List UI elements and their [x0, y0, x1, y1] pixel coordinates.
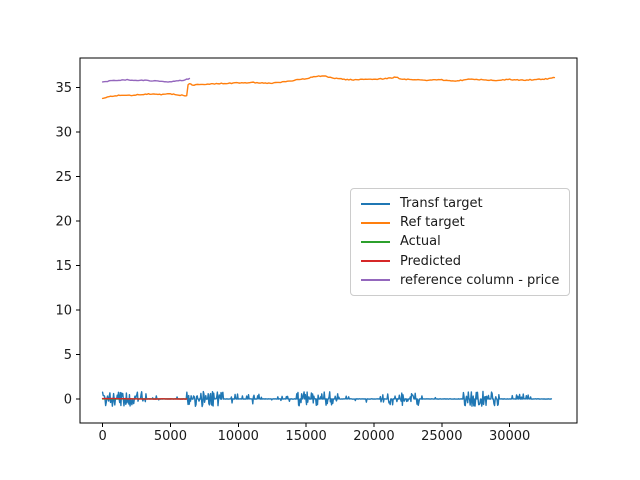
legend-label: reference column - price — [400, 272, 560, 288]
series-line-ref-target — [101, 75, 556, 100]
legend-line-sample — [361, 240, 390, 243]
legend-item-reference-column-price: reference column - price — [361, 273, 559, 288]
y-tick-label: 30 — [55, 125, 72, 140]
legend-item-predicted: Predicted — [361, 254, 559, 269]
legend-label: Transf target — [400, 196, 483, 212]
y-tick-label: 20 — [55, 214, 72, 229]
legend-line-sample — [361, 202, 390, 205]
legend-label: Ref target — [400, 215, 465, 231]
legend-line-sample — [361, 260, 390, 263]
y-tick-label: 5 — [64, 348, 72, 363]
x-tick-label: 20000 — [353, 429, 394, 444]
x-tick-label: 25000 — [421, 429, 462, 444]
x-tick-label: 5000 — [154, 429, 187, 444]
legend-item-actual: Actual — [361, 234, 559, 249]
legend-item-ref-target: Ref target — [361, 215, 559, 230]
y-tick-label: 10 — [55, 303, 72, 318]
x-tick-label: 0 — [98, 429, 106, 444]
y-tick-label: 0 — [64, 392, 72, 407]
x-tick-label: 10000 — [218, 429, 259, 444]
y-tick-label: 35 — [55, 81, 72, 96]
series-line-transf-target — [101, 390, 553, 408]
x-tick-label: 30000 — [489, 429, 530, 444]
legend: Transf target Ref target Actual Predicted re… — [350, 188, 570, 296]
axes-spines — [79, 57, 578, 424]
legend-label: Actual — [400, 234, 441, 250]
y-tick-label: 15 — [55, 259, 72, 274]
legend-line-sample — [361, 279, 390, 282]
x-tick-label: 15000 — [285, 429, 326, 444]
y-tick-label: 25 — [55, 170, 72, 185]
series-line-predicted — [101, 397, 188, 400]
series-line-reference-column-price — [101, 77, 191, 83]
legend-line-sample — [361, 221, 390, 224]
legend-item-transf-target: Transf target — [361, 196, 559, 211]
legend-label: Predicted — [400, 253, 462, 269]
